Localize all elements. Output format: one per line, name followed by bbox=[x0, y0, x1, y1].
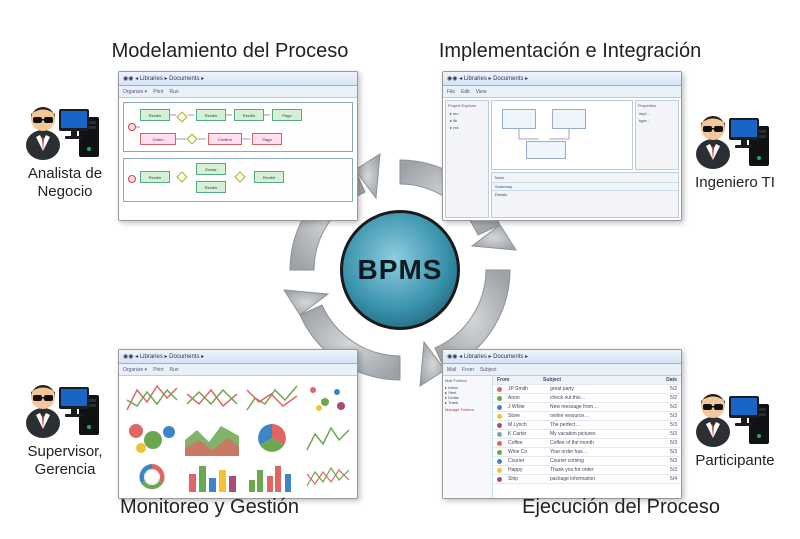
role-engineer: Ingeniero TI bbox=[690, 100, 780, 192]
role-label-engineer: Ingeniero TI bbox=[695, 174, 775, 192]
window-titlebar: ◉◉ ◂ Libraries ▸ Documents ▸ bbox=[119, 350, 357, 364]
quadrant-execution: Participante ◉◉ ◂ Libraries ▸ Documents … bbox=[420, 349, 780, 499]
analyst-icon bbox=[25, 91, 105, 161]
window-titlebar: ◉◉ ◂ Libraries ▸ Documents ▸ bbox=[443, 350, 681, 364]
supervisor-icon bbox=[25, 369, 105, 439]
title-monitoring: Monitoreo y Gestión bbox=[120, 496, 299, 519]
role-supervisor: Supervisor, Gerencia bbox=[20, 369, 110, 479]
role-analyst: Analista de Negocio bbox=[20, 91, 110, 201]
role-label-supervisor: Supervisor, Gerencia bbox=[20, 443, 110, 479]
role-label-participant: Participante bbox=[695, 452, 774, 470]
screenshot-execution: ◉◉ ◂ Libraries ▸ Documents ▸ MailFromSub… bbox=[442, 349, 682, 499]
quadrant-implementation: Implementación e Integración Ingeniero T… bbox=[420, 40, 780, 221]
quadrant-monitoring: Supervisor, Gerencia ◉◉ ◂ Libraries ▸ Do… bbox=[20, 349, 380, 499]
screenshot-implementation: ◉◉ ◂ Libraries ▸ Documents ▸ FileEditVie… bbox=[442, 71, 682, 221]
window-toolbar: MailFromSubject bbox=[443, 364, 681, 376]
title-modeling: Modelamiento del Proceso bbox=[80, 40, 380, 63]
role-participant: Participante bbox=[690, 378, 780, 470]
window-titlebar: ◉◉ ◂ Libraries ▸ Documents ▸ bbox=[443, 72, 681, 86]
center-disc: BPMS bbox=[340, 210, 460, 330]
participant-icon bbox=[695, 378, 775, 448]
window-toolbar: FileEditView bbox=[443, 86, 681, 98]
center-label: BPMS bbox=[358, 254, 443, 286]
role-label-analyst: Analista de Negocio bbox=[20, 165, 110, 201]
window-titlebar: ◉◉ ◂ Libraries ▸ Documents ▸ bbox=[119, 72, 357, 86]
window-toolbar: Organize ▾PrintRun bbox=[119, 86, 357, 98]
screenshot-monitoring: ◉◉ ◂ Libraries ▸ Documents ▸ Organize ▾P… bbox=[118, 349, 358, 499]
quadrant-modeling: Modelamiento del Proceso Analista de Neg… bbox=[20, 40, 380, 221]
title-execution: Ejecución del Proceso bbox=[522, 496, 720, 519]
window-toolbar: Organize ▾PrintRun bbox=[119, 364, 357, 376]
title-implementation: Implementación e Integración bbox=[420, 40, 720, 63]
screenshot-modeling: ◉◉ ◂ Libraries ▸ Documents ▸ Organize ▾P… bbox=[118, 71, 358, 221]
engineer-icon bbox=[695, 100, 775, 170]
